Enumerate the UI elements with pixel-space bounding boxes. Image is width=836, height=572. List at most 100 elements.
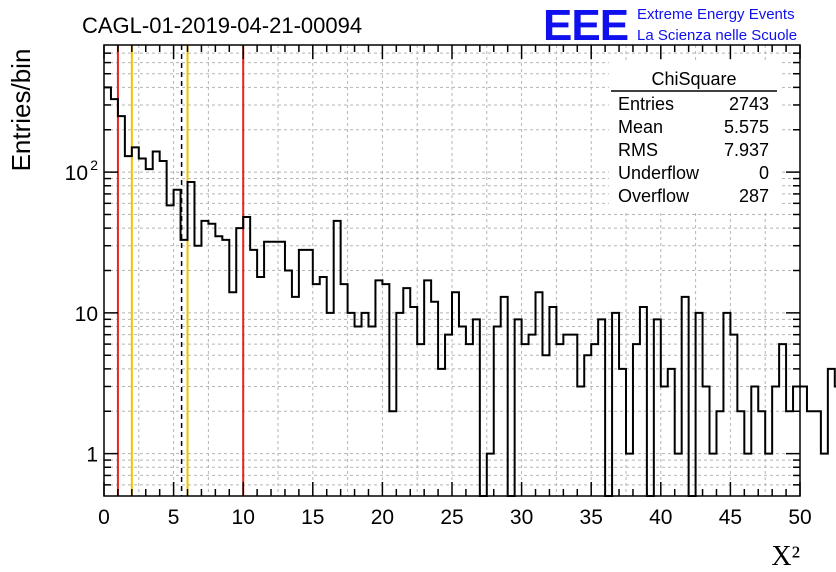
histogram-bin bbox=[410, 307, 417, 496]
histogram-bin bbox=[139, 158, 146, 496]
histogram-bin bbox=[389, 411, 396, 496]
histogram-bin bbox=[730, 335, 737, 496]
histogram-bin bbox=[682, 297, 689, 496]
histogram-bin bbox=[306, 250, 313, 496]
stats-row-label: Mean bbox=[618, 117, 663, 137]
histogram-bin bbox=[118, 116, 125, 496]
stats-row-value: 7.937 bbox=[724, 140, 769, 160]
stats-row-label: Underflow bbox=[618, 163, 700, 183]
histogram-bin bbox=[522, 344, 529, 496]
histogram-bin bbox=[661, 386, 668, 496]
reference-lines bbox=[116, 45, 245, 496]
logo-line2: La Scienza nelle Scuole bbox=[637, 27, 797, 44]
histogram-bin bbox=[654, 319, 661, 496]
histogram-bin bbox=[793, 386, 800, 496]
histogram-bin bbox=[208, 224, 215, 496]
histogram-bin bbox=[744, 454, 751, 496]
histogram-bin bbox=[341, 284, 348, 496]
stats-row-label: Entries bbox=[618, 94, 674, 114]
histogram-bin bbox=[320, 277, 327, 496]
histogram-bin bbox=[215, 236, 222, 496]
histogram-bin bbox=[598, 319, 605, 496]
histogram-bin bbox=[181, 240, 188, 496]
x-tick-label: 35 bbox=[580, 506, 603, 529]
histogram-bin bbox=[563, 335, 570, 496]
axis-ticks bbox=[103, 45, 801, 496]
histogram-bin bbox=[375, 280, 382, 496]
histogram-bin bbox=[536, 292, 543, 496]
histogram-bin bbox=[452, 292, 459, 496]
histogram-bin bbox=[362, 313, 369, 496]
histogram-bin bbox=[466, 344, 473, 496]
histogram-bin bbox=[619, 369, 626, 496]
stats-row-value: 0 bbox=[759, 163, 769, 183]
histogram-bin bbox=[501, 297, 508, 496]
chart-title: CAGL-01-2019-04-21-00094 bbox=[82, 13, 362, 38]
stats-row-label: RMS bbox=[618, 140, 658, 160]
histogram-bin bbox=[104, 87, 111, 496]
x-tick-label: 15 bbox=[301, 506, 324, 529]
histogram-bin bbox=[591, 344, 598, 496]
histogram-bin bbox=[431, 302, 438, 496]
histogram-bin bbox=[382, 284, 389, 496]
histogram-bin bbox=[473, 319, 480, 496]
grid bbox=[104, 45, 800, 496]
histogram-bin bbox=[772, 386, 779, 496]
stats-row-value: 2743 bbox=[729, 94, 769, 114]
stats-box-title: ChiSquare bbox=[651, 69, 736, 89]
y-axis-label: Entries/bin bbox=[6, 49, 36, 172]
histogram-bin bbox=[800, 386, 807, 496]
histogram-bin bbox=[633, 344, 640, 496]
histogram-bin bbox=[194, 246, 201, 496]
histogram-bin bbox=[257, 277, 264, 496]
y-tick-label: 10 bbox=[65, 162, 88, 185]
histogram-bin bbox=[577, 386, 584, 496]
histogram-bin bbox=[814, 411, 821, 496]
histogram-bin bbox=[188, 182, 195, 496]
histogram-bin bbox=[167, 205, 174, 496]
histogram-bin bbox=[264, 242, 271, 496]
histogram-bin bbox=[675, 454, 682, 496]
x-tick-label: 5 bbox=[168, 506, 180, 529]
eee-logo: EEE Extreme Energy Events La Scienza nel… bbox=[543, 1, 797, 50]
histogram-bin bbox=[355, 327, 362, 496]
stats-row-value: 5.575 bbox=[724, 117, 769, 137]
histogram-bin bbox=[229, 292, 236, 496]
logo-mark: EEE bbox=[543, 1, 628, 50]
histogram-bin bbox=[278, 242, 285, 496]
histogram-bin bbox=[779, 344, 786, 496]
x-tick-label: 50 bbox=[788, 506, 811, 529]
histogram-bin bbox=[529, 335, 536, 496]
histogram-bin bbox=[612, 313, 619, 496]
histogram-bin bbox=[758, 411, 765, 496]
histogram-bin bbox=[765, 454, 772, 496]
x-tick-label: 25 bbox=[440, 506, 463, 529]
histogram-bin bbox=[153, 152, 160, 496]
histogram-bin bbox=[828, 369, 835, 496]
histogram-bin bbox=[417, 344, 424, 496]
logo-line1: Extreme Energy Events bbox=[637, 6, 795, 23]
histogram-bin bbox=[250, 250, 257, 496]
histogram-bin bbox=[111, 99, 118, 496]
histogram-bin bbox=[243, 217, 250, 496]
histogram-bin bbox=[668, 369, 675, 496]
histogram-bin bbox=[515, 319, 522, 496]
histogram-bin bbox=[146, 169, 153, 496]
histogram-bin bbox=[710, 454, 717, 496]
stats-box-background bbox=[609, 62, 779, 210]
histogram-bin bbox=[285, 271, 292, 497]
histogram-bin bbox=[201, 221, 208, 496]
histogram-bin bbox=[703, 386, 710, 496]
histogram-bin bbox=[334, 221, 341, 496]
x-tick-label: 10 bbox=[232, 506, 255, 529]
histogram-bin bbox=[292, 297, 299, 496]
x-tick-label: 40 bbox=[649, 506, 672, 529]
x-tick-label: 20 bbox=[371, 506, 394, 529]
stats-row-label: Overflow bbox=[618, 186, 690, 206]
x-tick-labels: 0 5 10 15 20 25 30 35 40 45 50 bbox=[98, 506, 812, 529]
x-tick-label: 30 bbox=[510, 506, 533, 529]
histogram-bin bbox=[723, 313, 730, 496]
x-tick-label: 45 bbox=[719, 506, 742, 529]
